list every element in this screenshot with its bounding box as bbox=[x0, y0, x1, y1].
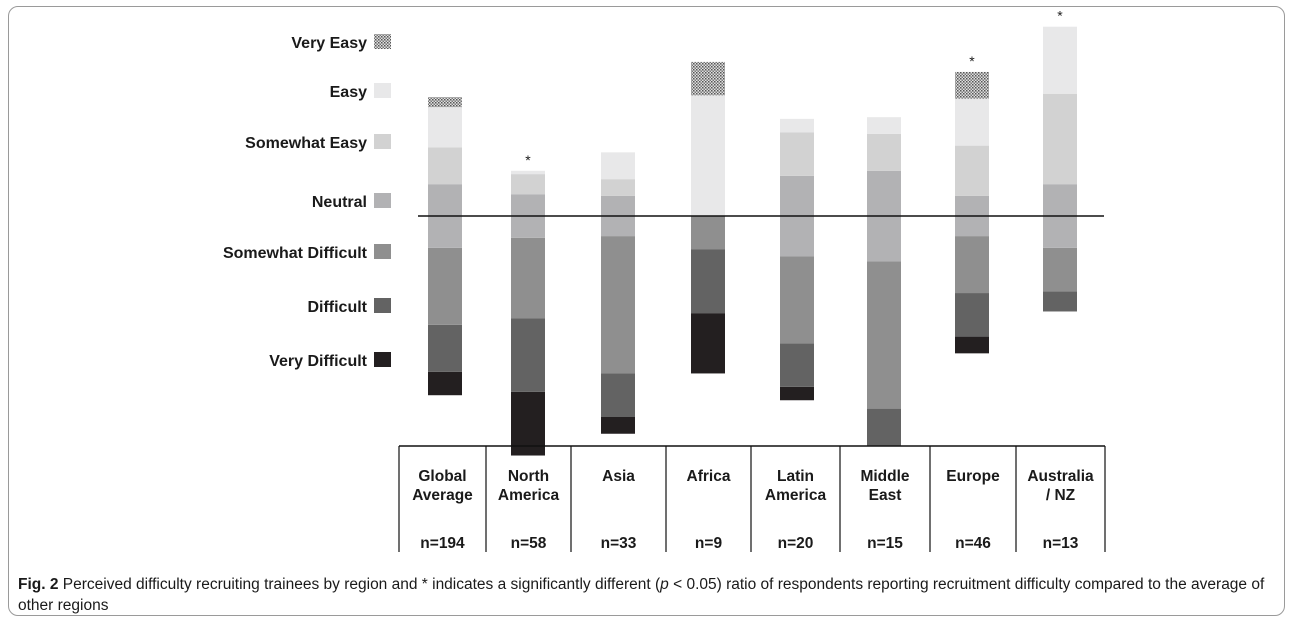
bar-segment-latin-america-easy bbox=[780, 118, 814, 133]
legend-label-difficult: Difficult bbox=[307, 299, 367, 316]
category-label-latin-america: America bbox=[765, 487, 827, 504]
category-table: Global Average n=194 North America n=58 Asia n=… bbox=[398, 445, 1106, 552]
bar-segment-north-america-very-difficult bbox=[511, 391, 545, 456]
legend-label-somewhat-easy: Somewhat Easy bbox=[245, 135, 367, 152]
significance-marker-australia-nz: * bbox=[1057, 8, 1063, 24]
bar-segment-global-average-easy bbox=[428, 107, 462, 148]
bars: * * * bbox=[428, 8, 1077, 456]
bar-segment-europe-very-difficult bbox=[955, 336, 989, 354]
significance-marker-north-america: * bbox=[525, 152, 531, 168]
caption-fig-label: Fig. 2 bbox=[18, 576, 59, 593]
sample-size-australia-nz: n=13 bbox=[1043, 535, 1079, 552]
sample-size-africa: n=9 bbox=[695, 535, 723, 552]
sample-size-europe: n=46 bbox=[955, 535, 991, 552]
bar-segment-latin-america-somewhat-difficult bbox=[780, 256, 814, 344]
caption-p-symbol: p bbox=[660, 576, 669, 593]
legend-swatch-easy bbox=[374, 83, 391, 98]
bar-segment-latin-america-difficult bbox=[780, 343, 814, 387]
bar-segment-europe-very-easy bbox=[955, 71, 989, 99]
bar-segment-australia-nz-easy bbox=[1043, 26, 1077, 94]
legend-label-very-easy: Very Easy bbox=[291, 35, 367, 52]
legend-swatch-difficult bbox=[374, 298, 391, 313]
category-label-middle-east: East bbox=[869, 487, 902, 504]
bar-segment-north-america-somewhat-easy bbox=[511, 174, 545, 195]
bar-segment-middle-east-somewhat-difficult bbox=[867, 261, 901, 409]
category-label-north-america: America bbox=[498, 487, 560, 504]
legend-swatch-somewhat-easy bbox=[374, 134, 391, 149]
significance-marker-europe: * bbox=[969, 53, 975, 69]
category-label-global-average: Global bbox=[418, 468, 466, 485]
category-label-north-america: North bbox=[508, 468, 549, 485]
sample-size-north-america: n=58 bbox=[511, 535, 547, 552]
bar-segment-middle-east-difficult bbox=[867, 408, 901, 446]
sample-size-middle-east: n=15 bbox=[867, 535, 903, 552]
bar-segment-latin-america-very-difficult bbox=[780, 386, 814, 401]
bar-segment-asia-difficult bbox=[601, 373, 635, 417]
bar-segment-north-america-easy bbox=[511, 170, 545, 175]
category-label-europe: Europe bbox=[946, 468, 1000, 485]
category-label-africa: Africa bbox=[687, 468, 731, 485]
bar-segment-global-average-somewhat-difficult bbox=[428, 247, 462, 325]
bar-segment-europe-easy bbox=[955, 98, 989, 146]
bar-segment-europe-somewhat-easy bbox=[955, 145, 989, 196]
sample-size-global-average: n=194 bbox=[420, 535, 465, 552]
legend: Very Easy Easy Somewhat Easy Neutral Somewha… bbox=[223, 34, 391, 370]
caption-text-before: Perceived difficulty recruiting trainees… bbox=[58, 576, 661, 593]
bar-segment-asia-very-difficult bbox=[601, 417, 635, 434]
legend-swatch-neutral bbox=[374, 193, 391, 208]
bar-segment-africa-easy bbox=[691, 95, 725, 216]
legend-label-somewhat-difficult: Somewhat Difficult bbox=[223, 245, 368, 262]
sample-size-latin-america: n=20 bbox=[778, 535, 814, 552]
category-label-global-average: Average bbox=[412, 487, 473, 504]
bar-segment-global-average-very-difficult bbox=[428, 371, 462, 396]
legend-label-neutral: Neutral bbox=[312, 194, 367, 211]
caption-text-after: < 0.05) ratio of respondents reporting r… bbox=[18, 576, 1265, 614]
bar-segment-europe-difficult bbox=[955, 293, 989, 337]
bar-segment-global-average-very-easy bbox=[428, 97, 462, 108]
bar-segment-australia-nz-difficult bbox=[1043, 291, 1077, 312]
bar-segment-north-america-difficult bbox=[511, 318, 545, 392]
legend-swatch-very-difficult bbox=[374, 352, 391, 367]
bar-segment-asia-easy bbox=[601, 152, 635, 180]
category-label-asia: Asia bbox=[602, 468, 635, 485]
legend-label-very-difficult: Very Difficult bbox=[269, 353, 367, 370]
category-label-latin-america: Latin bbox=[777, 468, 814, 485]
bar-segment-africa-somewhat-difficult bbox=[691, 216, 725, 250]
sample-size-asia: n=33 bbox=[601, 535, 637, 552]
bar-segment-north-america-somewhat-difficult bbox=[511, 237, 545, 319]
category-label-australia-nz: Australia bbox=[1027, 468, 1094, 485]
bar-segment-asia-somewhat-difficult bbox=[601, 236, 635, 374]
bar-segment-australia-nz-somewhat-easy bbox=[1043, 93, 1077, 185]
bar-segment-africa-very-easy bbox=[691, 61, 725, 96]
bar-segment-middle-east-easy bbox=[867, 117, 901, 134]
bar-segment-australia-nz-somewhat-difficult bbox=[1043, 247, 1077, 292]
bar-segment-africa-difficult bbox=[691, 249, 725, 314]
figure-caption: Fig. 2 Perceived difficulty recruiting t… bbox=[18, 574, 1268, 616]
bar-segment-global-average-difficult bbox=[428, 324, 462, 372]
legend-label-easy: Easy bbox=[330, 84, 367, 101]
bar-segment-global-average-somewhat-easy bbox=[428, 147, 462, 185]
bar-segment-middle-east-somewhat-easy bbox=[867, 133, 901, 171]
bar-segment-africa-very-difficult bbox=[691, 313, 725, 374]
category-label-australia-nz: / NZ bbox=[1046, 487, 1076, 504]
legend-swatch-somewhat-difficult bbox=[374, 244, 391, 259]
bar-segment-europe-somewhat-difficult bbox=[955, 236, 989, 294]
legend-swatch-very-easy bbox=[374, 34, 391, 49]
bar-segment-asia-somewhat-easy bbox=[601, 179, 635, 196]
category-label-middle-east: Middle bbox=[860, 468, 909, 485]
bar-segment-latin-america-somewhat-easy bbox=[780, 132, 814, 176]
